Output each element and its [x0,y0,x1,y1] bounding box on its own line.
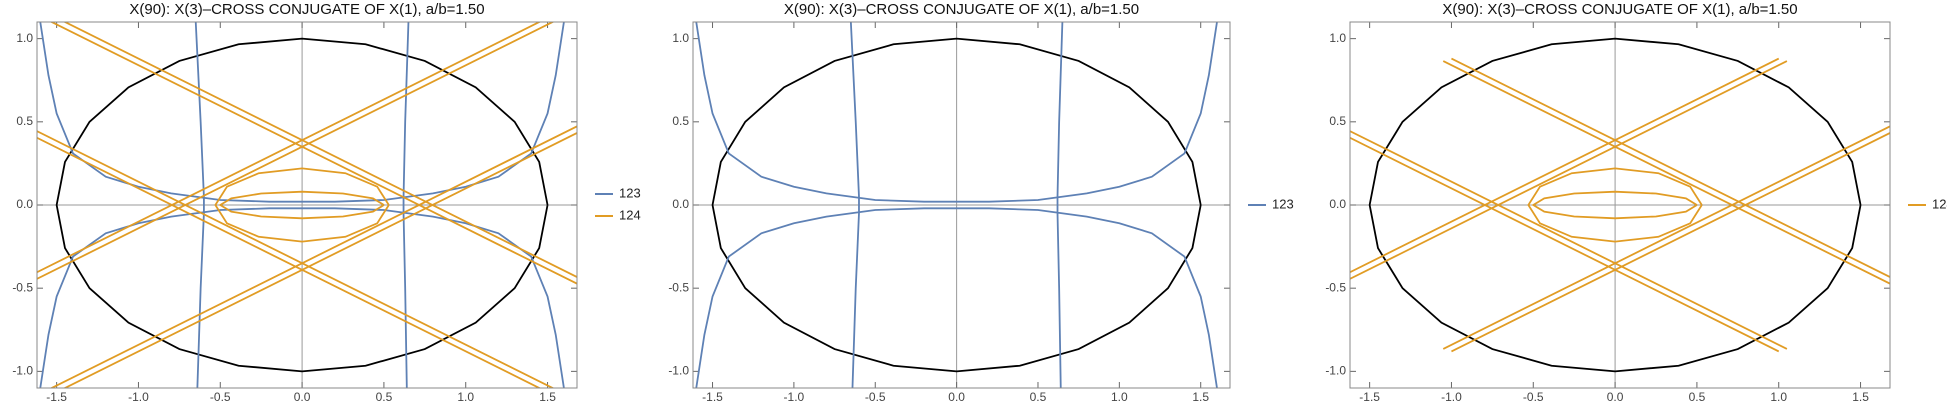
x-tick-label: 0.5 [1030,390,1047,404]
x-tick-label: -0.5 [1523,390,1544,404]
x-tick-label: 0.0 [294,390,311,404]
x-tick-label: 0.0 [1607,390,1624,404]
y-tick-label: 0.0 [16,197,33,211]
x-tick-label: 0.0 [948,390,965,404]
y-tick-label: -1.0 [12,364,33,378]
x-tick-label: 1.0 [1111,390,1128,404]
plot-frame [1349,21,1891,389]
x-tick-label: 1.0 [457,390,474,404]
y-tick-label: 0.5 [16,114,33,128]
panel: X(90): X(3)–CROSS CONJUGATE OF X(1), a/b… [1325,1,1947,404]
x-tick-label: -1.5 [702,390,723,404]
y-tick-label: -1.0 [1325,364,1346,378]
x-tick-label: -1.5 [1359,390,1380,404]
legend-label: 124 [1932,196,1947,211]
curve [39,22,565,388]
y-tick-label: 0.0 [1329,197,1346,211]
chart-title: X(90): X(3)–CROSS CONJUGATE OF X(1), a/b… [129,1,484,18]
panel: X(90): X(3)–CROSS CONJUGATE OF X(1), a/b… [12,1,641,404]
x-tick-label: 0.5 [1689,390,1706,404]
x-tick-label: 1.5 [1852,390,1869,404]
curve [1368,37,1862,373]
curve [711,37,1202,373]
chart-title: X(90): X(3)–CROSS CONJUGATE OF X(1), a/b… [784,1,1139,18]
y-tick-label: -0.5 [668,280,689,294]
x-tick-label: -0.5 [865,390,886,404]
legend-label: 124 [619,207,641,222]
plot-frame [36,21,578,389]
chart-title: X(90): X(3)–CROSS CONJUGATE OF X(1), a/b… [1442,1,1797,18]
x-tick-label: 1.0 [1770,390,1787,404]
y-tick-label: 0.0 [672,197,689,211]
x-tick-label: -1.0 [784,390,805,404]
curve [695,22,1218,388]
curve [37,22,577,388]
y-tick-label: -1.0 [668,364,689,378]
y-tick-label: 0.5 [1329,114,1346,128]
legend-label: 123 [619,185,641,200]
curve [1350,57,1890,353]
x-tick-label: -1.0 [128,390,149,404]
panel: X(90): X(3)–CROSS CONJUGATE OF X(1), a/b… [668,1,1293,404]
plot-frame [692,21,1231,389]
y-tick-label: 1.0 [672,31,689,45]
x-tick-label: -1.0 [1441,390,1462,404]
y-tick-label: 1.0 [1329,31,1346,45]
x-tick-label: -1.5 [46,390,67,404]
y-tick-label: -0.5 [1325,280,1346,294]
x-tick-label: 1.5 [1192,390,1209,404]
y-tick-label: -0.5 [12,280,33,294]
x-tick-label: 0.5 [376,390,393,404]
x-tick-label: -0.5 [210,390,231,404]
y-tick-label: 0.5 [672,114,689,128]
curve [55,37,549,373]
x-tick-label: 1.5 [539,390,556,404]
legend-label: 123 [1272,196,1294,211]
y-tick-label: 1.0 [16,31,33,45]
